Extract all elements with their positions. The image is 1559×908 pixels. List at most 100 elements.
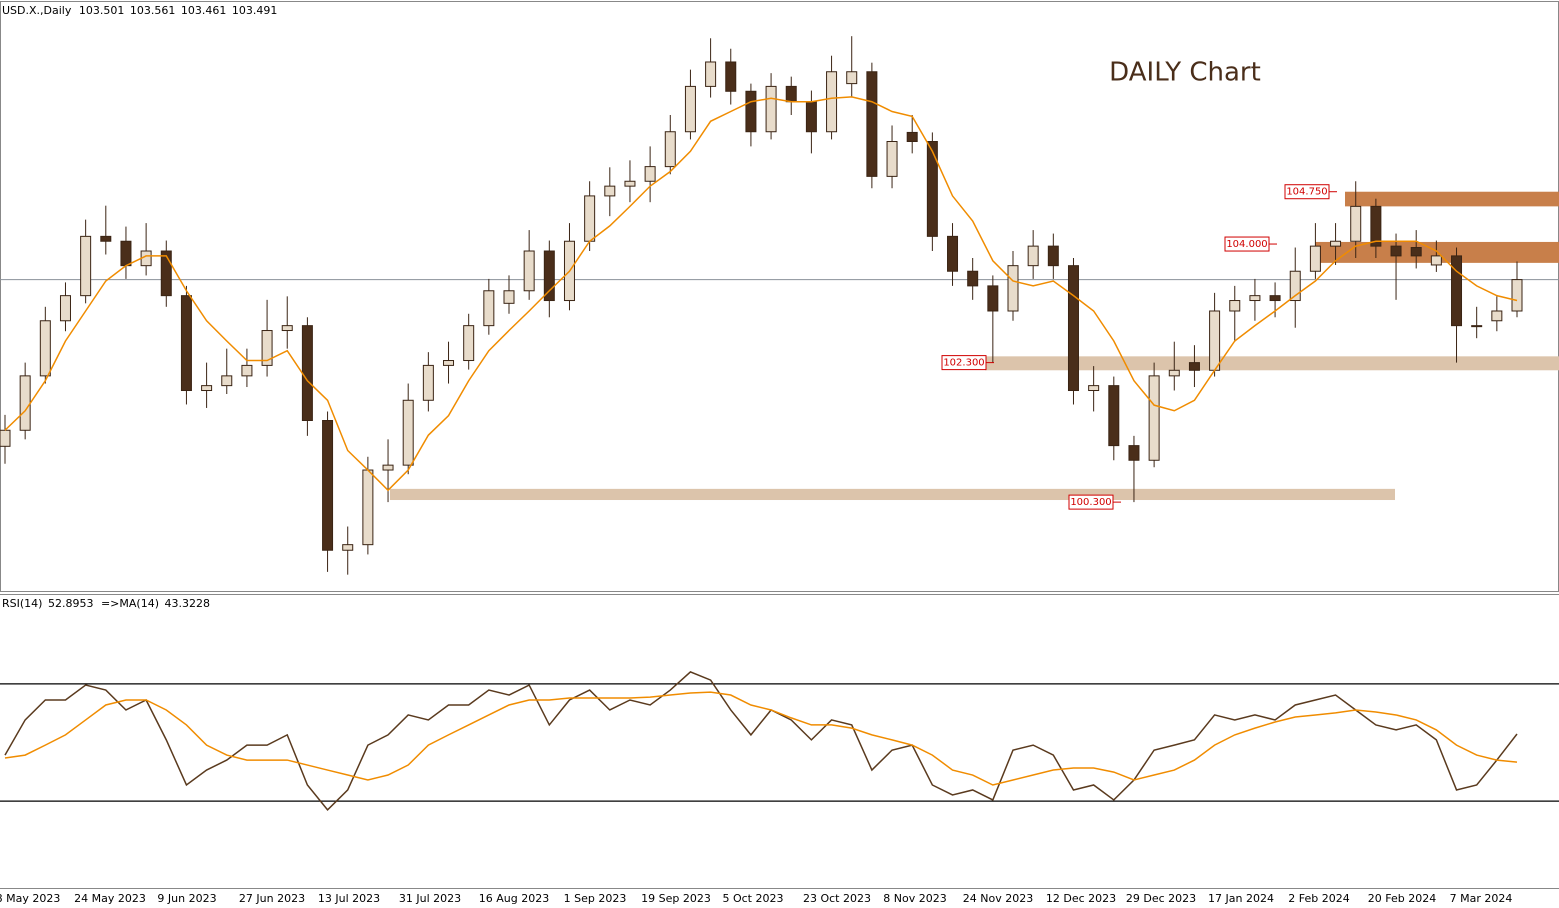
x-tick-label: 29 Dec 2023 [1126,892,1196,905]
candle-body [926,141,938,237]
candle-body [705,61,717,87]
candle-body [180,295,192,392]
candle-body [644,166,656,182]
quote-close: 103.491 [232,4,278,17]
candle-body [1410,247,1422,257]
zone [390,488,1395,501]
candle-body [967,270,979,287]
candle-body [221,375,233,387]
candle-body [523,250,535,292]
x-tick-label: 1 Sep 2023 [564,892,627,905]
candle-body [362,469,374,546]
candle-body [1491,310,1503,322]
rsi-line [4,691,1518,786]
level-label: 104.000 [1226,239,1267,250]
quote-low: 103.461 [181,4,227,17]
candle-body [846,71,858,85]
x-tick-label: 27 Jun 2023 [239,892,305,905]
candle-body [725,61,737,92]
x-tick-label: 24 Nov 2023 [963,892,1033,905]
candle-body [664,131,676,168]
candle-body [1451,255,1463,327]
candle-body [402,399,414,466]
candle-body [503,290,515,304]
candle-body [160,250,172,297]
candle-body [241,364,253,377]
candle-body [1067,265,1079,392]
x-tick-label: 7 Mar 2024 [1450,892,1513,905]
symbol-name: USD.X.,Daily [2,4,72,17]
candle-body [1108,385,1120,447]
x-tick-label: 16 Aug 2023 [479,892,549,905]
candle-body [100,235,112,242]
candle-body [805,101,817,133]
candle-body [584,195,596,242]
candle-body [1209,310,1221,371]
rsi-header: RSI(14) 52.8953 =>MA(14) 43.3228 [2,597,210,610]
candle-body [1350,205,1362,242]
candle-body [59,295,71,322]
candle-body [1471,325,1483,328]
zone [985,356,1559,371]
candle-body [0,429,11,447]
candle-body [826,71,838,133]
candle-body [281,325,293,332]
symbol: USD.X.,Daily 103.501 103.561 103.461 103… [2,4,277,17]
candle-body [201,385,213,392]
candle-body [1430,255,1442,266]
x-tick-label: 13 Jul 2023 [318,892,380,905]
candle-body [1269,295,1281,302]
candle-body [745,90,757,133]
level-label: 100.300 [1070,497,1111,508]
candle-body [624,180,636,187]
candle-body [1007,265,1019,312]
x-tick-label: 19 Sep 2023 [641,892,711,905]
candle-body [785,85,797,103]
rsi-value: 52.8953 [48,597,94,610]
candle-body [765,85,777,133]
candle-body [1289,270,1301,302]
x-tick-label: 9 Jun 2023 [157,892,216,905]
candle-body [322,420,334,551]
level-label: 104.750 [1286,187,1327,198]
candle-body [1027,245,1039,267]
candle-body [1047,245,1059,267]
rsi-name: RSI(14) [2,597,42,610]
x-tick-label: 8 Nov 2023 [883,892,946,905]
candle-body [866,71,878,177]
chart-title: DAILY Chart [1109,58,1261,88]
x-tick-label: 31 Jul 2023 [399,892,461,905]
x-tick-label: 17 Jan 2024 [1208,892,1274,905]
candle-body [886,141,898,177]
candle-body [1309,245,1321,272]
candle-body [1249,295,1261,302]
candle-body [1330,240,1342,247]
candle-body [1088,385,1100,392]
x-tick-label: 23 Oct 2023 [803,892,871,905]
candle-body [987,285,999,312]
ma-name: =>MA(14) [101,597,159,610]
candle-body [1148,375,1160,461]
quote-high: 103.561 [130,4,176,17]
candle-body [443,360,455,366]
x-tick-label: 8 May 2023 [0,892,60,905]
candle-body [1188,362,1200,371]
level-box [1284,184,1330,200]
x-tick-label: 20 Feb 2024 [1368,892,1436,905]
candle-body [39,320,51,377]
candle-body [19,375,31,431]
candle-body [1511,279,1523,312]
candle-body [483,290,495,327]
level-box [941,355,987,371]
rsi-line [4,671,1518,812]
candle-body [604,185,616,197]
x-tick-label: 2 Feb 2024 [1288,892,1349,905]
candle-body [1370,205,1382,247]
x-tick-label: 24 May 2023 [74,892,146,905]
main-frame [0,1,1559,592]
candle-body [422,364,434,401]
candle-body [1229,300,1241,312]
candle-body [1390,245,1402,257]
level-box [1068,494,1114,510]
